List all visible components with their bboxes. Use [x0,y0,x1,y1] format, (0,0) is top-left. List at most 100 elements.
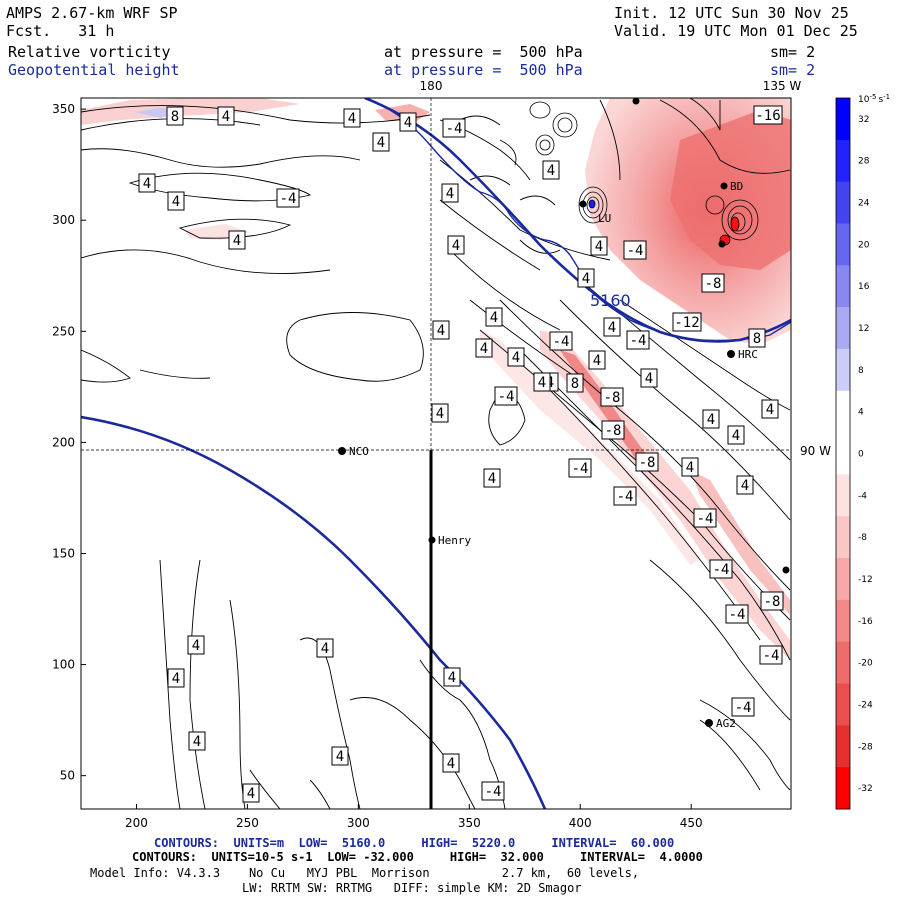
contour-label: 4 [217,106,235,126]
contour-label-box [331,746,349,766]
contour-label: -16 [753,105,783,125]
contour-label-text: -4 [729,607,746,623]
contour-label: -12 [672,312,702,332]
x-tick-label: 400 [569,816,592,830]
contour-label: -8 [600,387,624,407]
contour-label-text: 4 [538,375,546,391]
colorbar-tick-label: -12 [858,575,873,585]
y-tick-label: 200 [52,435,75,449]
x-tick-label: 450 [680,816,703,830]
contour-label-text: 4 [437,323,445,339]
contour-label-box [736,475,754,495]
contour-label: 4 [485,307,503,327]
contour-label: -4 [626,330,650,350]
geopotential-5160-west [81,415,547,809]
contour-label-text: 4 [452,238,460,254]
colorbar-segment [836,307,850,350]
station-ag2-marker [705,719,713,727]
contour-label-box [640,368,658,388]
colorbar-tick-label: 8 [858,366,864,376]
footer-model-info: Model Info: V4.3.3 No Cu MYJ PBL Morriso… [90,866,640,880]
contour-label-text: 4 [193,734,201,750]
contour-label-box [372,132,390,152]
colorbar-units: 10-5 s-1 [858,93,890,105]
contour-label: -4 [442,118,466,138]
colorbar-segment [836,181,850,224]
contour-label-box [316,638,334,658]
colorbar-tick-label: 0 [858,450,864,460]
c2-low: LOW= -32.000 [327,850,414,864]
y-tick-label: 250 [52,324,75,338]
c2-high: HIGH= 32.000 [449,850,544,864]
colorbar-segment [836,265,850,308]
fcst-value: 31 h [78,22,115,40]
contour-label-box [731,697,755,717]
colorbar-segment [836,474,850,517]
contour-label-box [399,112,417,132]
contour-label: -4 [494,386,518,406]
contour-label-text: 4 [233,233,241,249]
fcst-label: Fcst. [6,22,52,40]
colorbar-tick-label: 16 [858,282,870,292]
c1-low: LOW= 5160.0 [298,836,386,850]
contour-label: 4 [188,731,206,751]
contour-label-text: 4 [321,641,329,657]
contour-label: -4 [725,604,749,624]
contour-label: -4 [759,645,783,665]
contour-label-text: -4 [735,700,752,716]
contour-label-text: -4 [617,489,634,505]
contour-label: 8 [566,373,584,393]
contour-label-box [138,173,156,193]
contour-label-box [442,118,466,138]
contour-label: 4 [727,425,745,445]
contour-label-text: -8 [705,276,722,292]
contour-label: 4 [577,268,595,288]
contour-label-box [494,386,518,406]
contour-label-text: -4 [697,511,714,527]
contour-label: -4 [613,486,637,506]
contour-label-box [533,372,551,392]
contour-label-text: -4 [446,121,463,137]
contour-label: -4 [693,508,717,528]
contour-label-text: 4 [348,111,356,127]
y-tick-label: 300 [52,213,75,227]
contour-label-box [693,508,717,528]
contour-label-text: -4 [572,461,589,477]
contour-label-box [601,420,625,440]
colorbar-tick-label: 28 [858,157,870,167]
contour-label-box [167,191,185,211]
y-axis: 50 100 150 200 250 300 350 [52,102,86,783]
station-nco-label: NCO [349,445,369,458]
contour-label: -4 [481,781,505,801]
contour-label-text: 4 [686,460,694,476]
contour-label-box [343,108,361,128]
contour-label-box [441,183,459,203]
station-east-marker [782,566,790,574]
station-cluster2-marker [718,240,726,248]
forecast-hour: Fcst. 31 h [6,22,114,40]
contour-label-box [187,635,205,655]
contour-label-box [217,106,235,126]
colorbar-tick-label: -28 [858,742,873,752]
colorbar-segment [836,725,850,768]
colorbar-segment [836,558,850,601]
contour-label-box [566,373,584,393]
lon-90w-label: 90 W [800,444,831,458]
contour-label-text: 4 [446,186,454,202]
colorbar-segment [836,223,850,266]
contour-label: -4 [568,458,592,478]
contour-label-text: 4 [595,239,603,255]
contour-label: -8 [760,591,784,611]
c2-units: UNITS=10-5 s-1 [211,850,313,864]
contour-label: -8 [635,452,659,472]
field1-smoothing: sm= 2 [770,43,816,61]
c2-label: CONTOURS: [132,850,198,864]
colorbar-segment [836,516,850,559]
contour-label-text: 4 [222,109,230,125]
contour-label-text: 4 [336,749,344,765]
contour-label-text: 4 [490,310,498,326]
contour-label-box [228,230,246,250]
contour-label-text: 4 [547,163,555,179]
contour-label: 4 [316,638,334,658]
contour-label: -8 [601,420,625,440]
